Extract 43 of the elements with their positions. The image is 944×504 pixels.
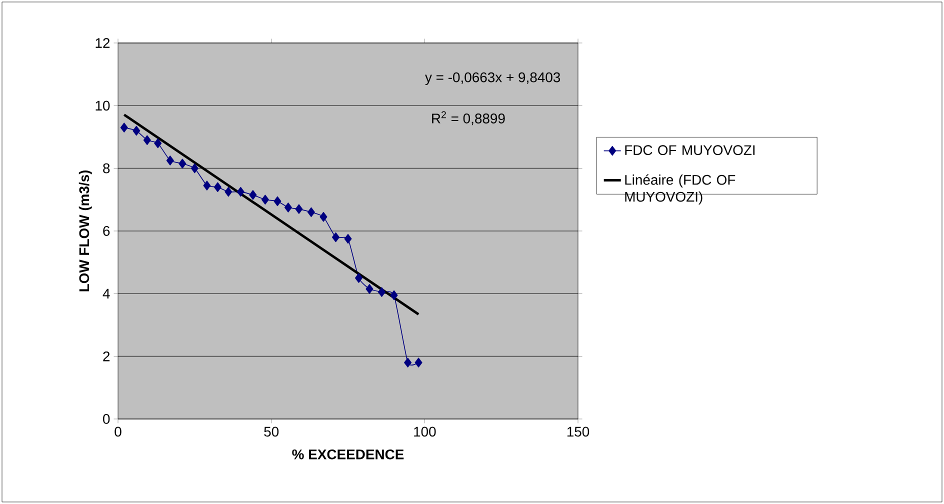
point — [203, 180, 211, 190]
point — [284, 202, 292, 212]
point — [354, 273, 363, 283]
point — [378, 287, 386, 297]
point — [249, 190, 257, 200]
x-tick-label: 50 — [264, 426, 279, 437]
y-tick-label: 12 — [96, 38, 110, 48]
y-tick-label: 4 — [102, 288, 110, 298]
point — [224, 186, 232, 197]
point — [307, 207, 315, 218]
point — [366, 284, 374, 294]
annotation: y = -0,0663x + 9,8403 — [425, 72, 560, 86]
point — [390, 290, 398, 300]
point — [143, 135, 151, 145]
point — [236, 186, 244, 197]
point — [261, 194, 269, 205]
point — [178, 158, 186, 169]
y-tick-label: 8 — [103, 163, 110, 174]
point — [166, 156, 174, 166]
point — [214, 182, 222, 192]
point — [274, 196, 282, 206]
legend-label: Linéaire (FDC OF MUYOVOZI) — [625, 174, 736, 204]
y-tick-label: 10 — [96, 100, 110, 111]
y-axis-title: LOW FLOW (m3/s) — [78, 170, 92, 292]
x-tick-label: 0 — [114, 426, 122, 437]
x-tick-label: 150 — [567, 426, 590, 437]
point — [132, 126, 140, 136]
point — [404, 358, 412, 368]
x-tick-label: 100 — [414, 426, 436, 437]
point — [295, 204, 303, 214]
point — [120, 122, 128, 132]
point — [320, 212, 328, 222]
point — [332, 232, 340, 242]
annotation: R$^{2}$ = 0,8899 — [432, 111, 505, 126]
legend-label: FDC OF MUYOVOZI — [625, 145, 755, 156]
point — [414, 358, 422, 368]
y-tick-label: 2 — [103, 351, 110, 362]
y-tick-label: 6 — [103, 226, 110, 236]
point — [344, 234, 352, 244]
point — [190, 163, 198, 174]
point — [154, 138, 162, 148]
y-tick-label: 0 — [103, 414, 110, 424]
x-axis-title: % EXCEEDENCE — [292, 449, 404, 460]
